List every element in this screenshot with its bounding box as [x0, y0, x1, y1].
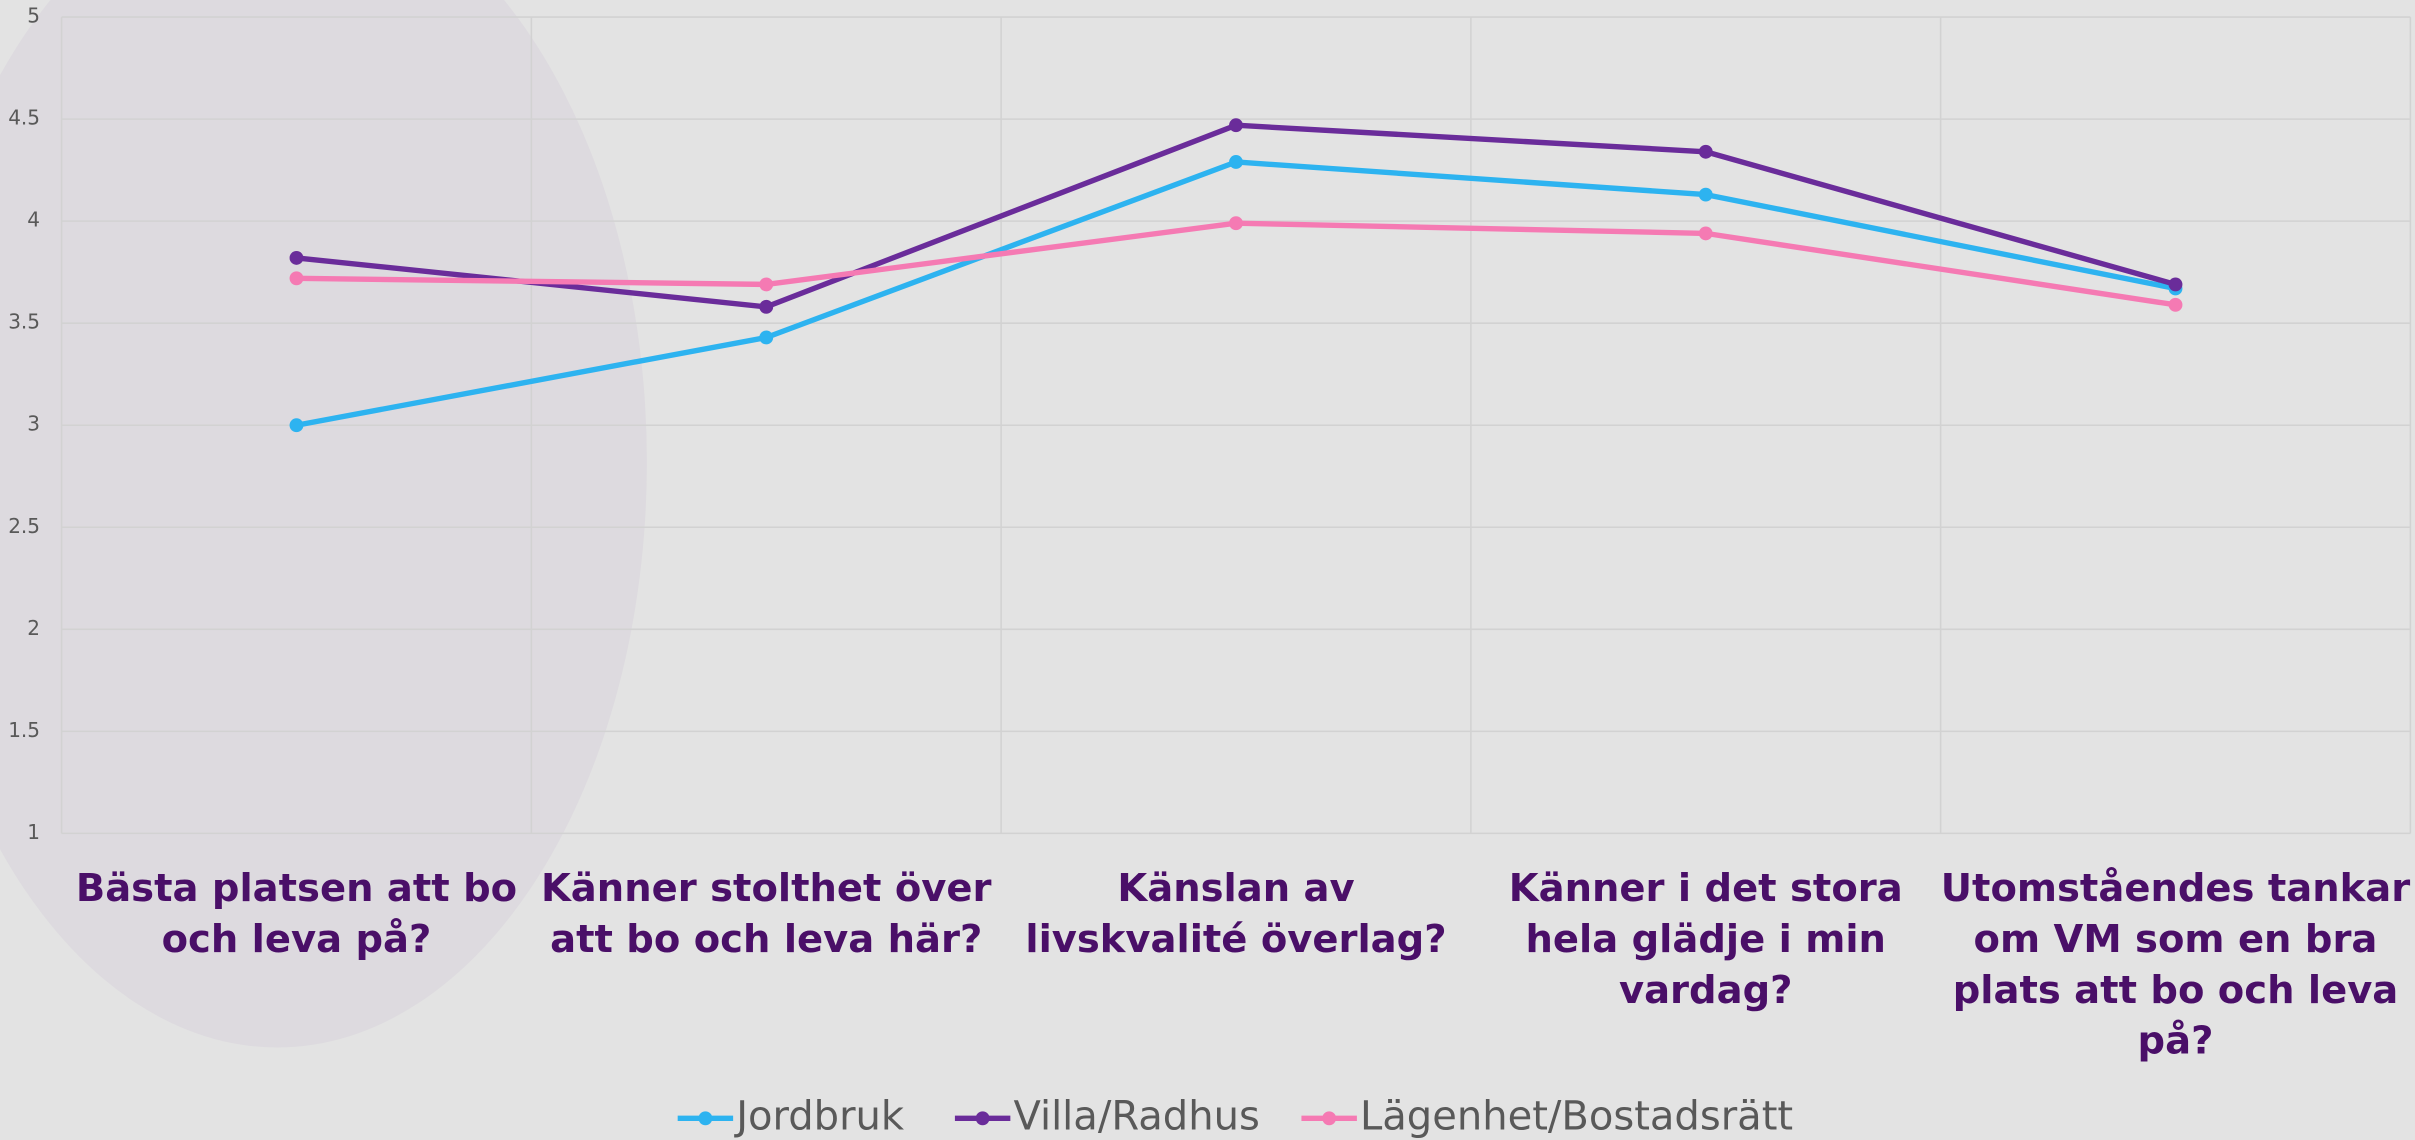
data-point: [759, 299, 774, 314]
y-tick-label: 5: [27, 4, 40, 28]
y-tick-label: 4.5: [8, 106, 40, 130]
data-point: [1698, 187, 1713, 202]
y-tick-label: 2.5: [8, 514, 40, 538]
legend-label: Jordbruk: [733, 1093, 905, 1139]
legend-marker: [698, 1111, 713, 1126]
data-point: [759, 277, 774, 292]
data-point: [759, 330, 774, 345]
x-label-box: Bästa platsen att bo och leva på?: [75, 865, 518, 962]
x-tick-label: Bästa platsen att bo och leva på?: [75, 865, 518, 962]
data-point: [2168, 277, 2183, 292]
legend-marker: [975, 1111, 990, 1126]
y-tick-label: 2: [27, 616, 40, 640]
background-figure: [0, 0, 647, 1048]
data-point: [1229, 155, 1243, 169]
data-point: [1229, 118, 1243, 133]
data-point: [289, 271, 304, 286]
y-tick-label: 1: [27, 820, 40, 844]
x-tick-label: Utomståendes tankar om VM som en bra pla…: [1940, 865, 2411, 1063]
y-tick-label: 3.5: [8, 310, 40, 334]
x-tick-label: Känner stolthet över att bo och leva här…: [540, 865, 992, 962]
y-tick-label: 4: [27, 208, 40, 232]
legend-label: Villa/Radhus: [1013, 1093, 1259, 1139]
x-label-box: Känner stolthet över att bo och leva här…: [540, 865, 992, 962]
data-point: [1698, 226, 1713, 241]
data-point: [1698, 144, 1713, 159]
data-point: [1229, 216, 1243, 231]
legend-label: Lägenhet/Bostadsrätt: [1360, 1093, 1793, 1139]
y-tick-label: 3: [27, 412, 40, 436]
legend-marker: [1322, 1111, 1337, 1126]
x-label-box: Känner i det stora hela glädje i min var…: [1508, 865, 1903, 1013]
y-tick-label: 1.5: [8, 718, 40, 742]
x-label-box: Känslan av livskvalité överlag?: [1025, 865, 1447, 962]
data-point: [2168, 297, 2183, 312]
data-point: [289, 418, 304, 433]
x-tick-label: Känslan av livskvalité överlag?: [1025, 865, 1447, 962]
x-label-box: Utomståendes tankar om VM som en bra pla…: [1940, 865, 2411, 1063]
data-point: [289, 250, 304, 265]
x-tick-label: Känner i det stora hela glädje i min var…: [1508, 865, 1903, 1013]
